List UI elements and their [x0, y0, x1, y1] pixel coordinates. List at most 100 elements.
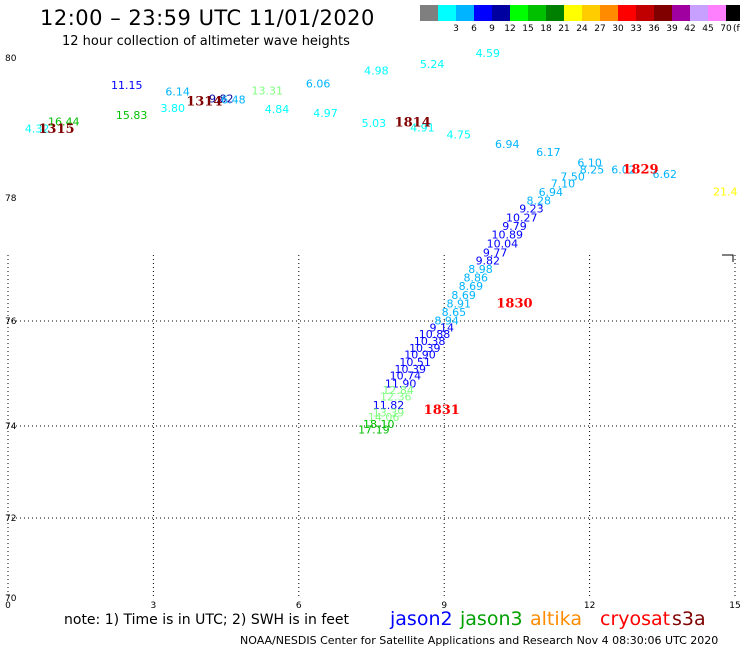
scale-label: 15 [522, 24, 534, 34]
y-tick-label: 80 [5, 54, 17, 64]
wave-height-value: 8.65 [442, 306, 467, 319]
page-subtitle: 12 hour collection of altimeter wave hei… [62, 34, 350, 49]
wave-height-value: 18.10 [363, 418, 395, 431]
wave-height-value: 9.14 [430, 321, 455, 334]
scale-label: 36 [648, 24, 660, 34]
x-tick-label: 15 [729, 601, 740, 611]
wave-height-value: 6.02 [611, 164, 636, 177]
wave-height-value: 9.77 [483, 246, 508, 259]
satellite-cryosat: cryosat [600, 608, 671, 630]
scale-swatch [528, 5, 546, 21]
wave-height-value: 3.80 [161, 102, 186, 115]
page-title: 12:00 – 23:59 UTC 11/01/2020 [40, 6, 375, 30]
wave-height-value: 10.74 [390, 370, 422, 383]
wave-height-value: 4.75 [446, 129, 471, 142]
wave-height-value: 8.69 [459, 280, 484, 293]
scale-label: 9 [489, 24, 495, 34]
wave-height-value: 5.24 [420, 58, 445, 71]
wave-height-value: 14.06 [368, 411, 400, 424]
wave-height-value: 4.91 [410, 122, 435, 135]
wave-height-value: 9.79 [502, 220, 527, 233]
wave-height-value: 11.15 [111, 79, 143, 92]
scale-swatch [636, 5, 654, 21]
scale-label: 42 [684, 24, 696, 34]
wave-height-value: 12.36 [380, 391, 412, 404]
x-tick-label: 9 [441, 601, 447, 611]
wave-height-value: 7.10 [551, 178, 576, 191]
credit-line: NOAA/NESDIS Center for Satellite Applica… [240, 634, 719, 647]
scale-swatch [492, 5, 510, 21]
scale-swatch [600, 5, 618, 21]
axis-tick-labels: 0 3 6 9 12 15 80 78 76 74 72 70 [5, 54, 740, 611]
wave-height-value: 4.32 [25, 122, 50, 135]
wave-height-value: 6.10 [577, 157, 602, 170]
y-tick-label: 70 [5, 594, 17, 604]
scale-label: 45 [702, 24, 714, 34]
scale-swatch [474, 5, 492, 21]
scale-swatch [420, 5, 438, 21]
wave-height-value: 4.84 [265, 103, 290, 116]
wave-height-value: 9.82 [476, 254, 501, 267]
pass-labels: 1315 1314 1814 1829 1830 1831 [38, 95, 658, 418]
scale-unit: (ft) [733, 24, 740, 34]
wave-height-value: 15.83 [116, 109, 148, 122]
wave-height-value: 8.69 [451, 289, 476, 302]
y-tick-label: 72 [5, 514, 16, 524]
satellite-altika: altika [530, 608, 582, 630]
wave-height-value: 7.50 [560, 171, 585, 184]
wave-height-value: 10.39 [409, 342, 441, 355]
x-tick-label: 0 [5, 601, 11, 611]
satellite-jason2: jason2 [390, 608, 453, 630]
pass-time-label: 1830 [496, 296, 532, 311]
wave-height-value: 4.97 [313, 107, 338, 120]
scale-swatch [510, 5, 528, 21]
wave-height-value: 8.86 [463, 272, 488, 285]
wave-height-value: 10.51 [399, 356, 431, 369]
scale-swatch [726, 5, 740, 21]
wave-height-value: 21.4 [713, 185, 738, 198]
scale-label: 3 [453, 24, 459, 34]
x-tick-label: 3 [151, 601, 157, 611]
scale-swatch [618, 5, 636, 21]
scale-swatch [672, 5, 690, 21]
y-tick-label: 78 [5, 194, 17, 204]
wave-height-value: 10.04 [487, 238, 519, 251]
scale-label: 33 [630, 24, 642, 34]
scale-swatch [546, 5, 564, 21]
scale-swatch [654, 5, 672, 21]
wave-height-value: 16.44 [48, 115, 80, 128]
wave-height-value: 10.88 [419, 328, 451, 341]
scale-label: 39 [666, 24, 678, 34]
wave-height-value: 6.94 [495, 138, 520, 151]
x-tick-label: 12 [584, 601, 595, 611]
scale-swatch [690, 5, 708, 21]
wave-height-value: 6.14 [165, 85, 190, 98]
wave-height-value: 13.31 [252, 85, 284, 98]
wave-height-value: 4.98 [364, 64, 389, 77]
pass-time-label: 1314 [186, 95, 222, 110]
map-grid [7, 254, 736, 598]
wave-height-value: 9.82 [209, 92, 234, 105]
wave-height-value: 6.94 [539, 186, 564, 199]
scale-label: 6 [471, 24, 477, 34]
pass-time-label: 1814 [395, 116, 431, 131]
pass-time-label: 1831 [424, 403, 460, 418]
wave-height-value: 8.94 [434, 315, 459, 328]
y-tick-label: 76 [5, 317, 17, 327]
scale-label: 30 [612, 24, 624, 34]
satellite-jason3: jason3 [460, 608, 523, 630]
wave-height-value: 8.98 [468, 263, 493, 276]
wave-height-value: 8.25 [580, 164, 605, 177]
wave-height-value: 9.23 [519, 203, 544, 216]
pass-time-label: 1829 [622, 163, 658, 178]
scale-swatch [564, 5, 582, 21]
wave-height-value: 11.90 [385, 378, 417, 391]
scale-label: 21 [558, 24, 570, 34]
wave-height-value: 10.27 [506, 211, 538, 224]
scale-swatch [456, 5, 474, 21]
wave-height-value: 10.90 [404, 349, 436, 362]
wave-height-value: 8.28 [526, 195, 551, 208]
wave-observations: 4.3216.4411.1515.833.806.149.826.4813.31… [25, 47, 738, 437]
scale-label: 27 [594, 24, 606, 34]
